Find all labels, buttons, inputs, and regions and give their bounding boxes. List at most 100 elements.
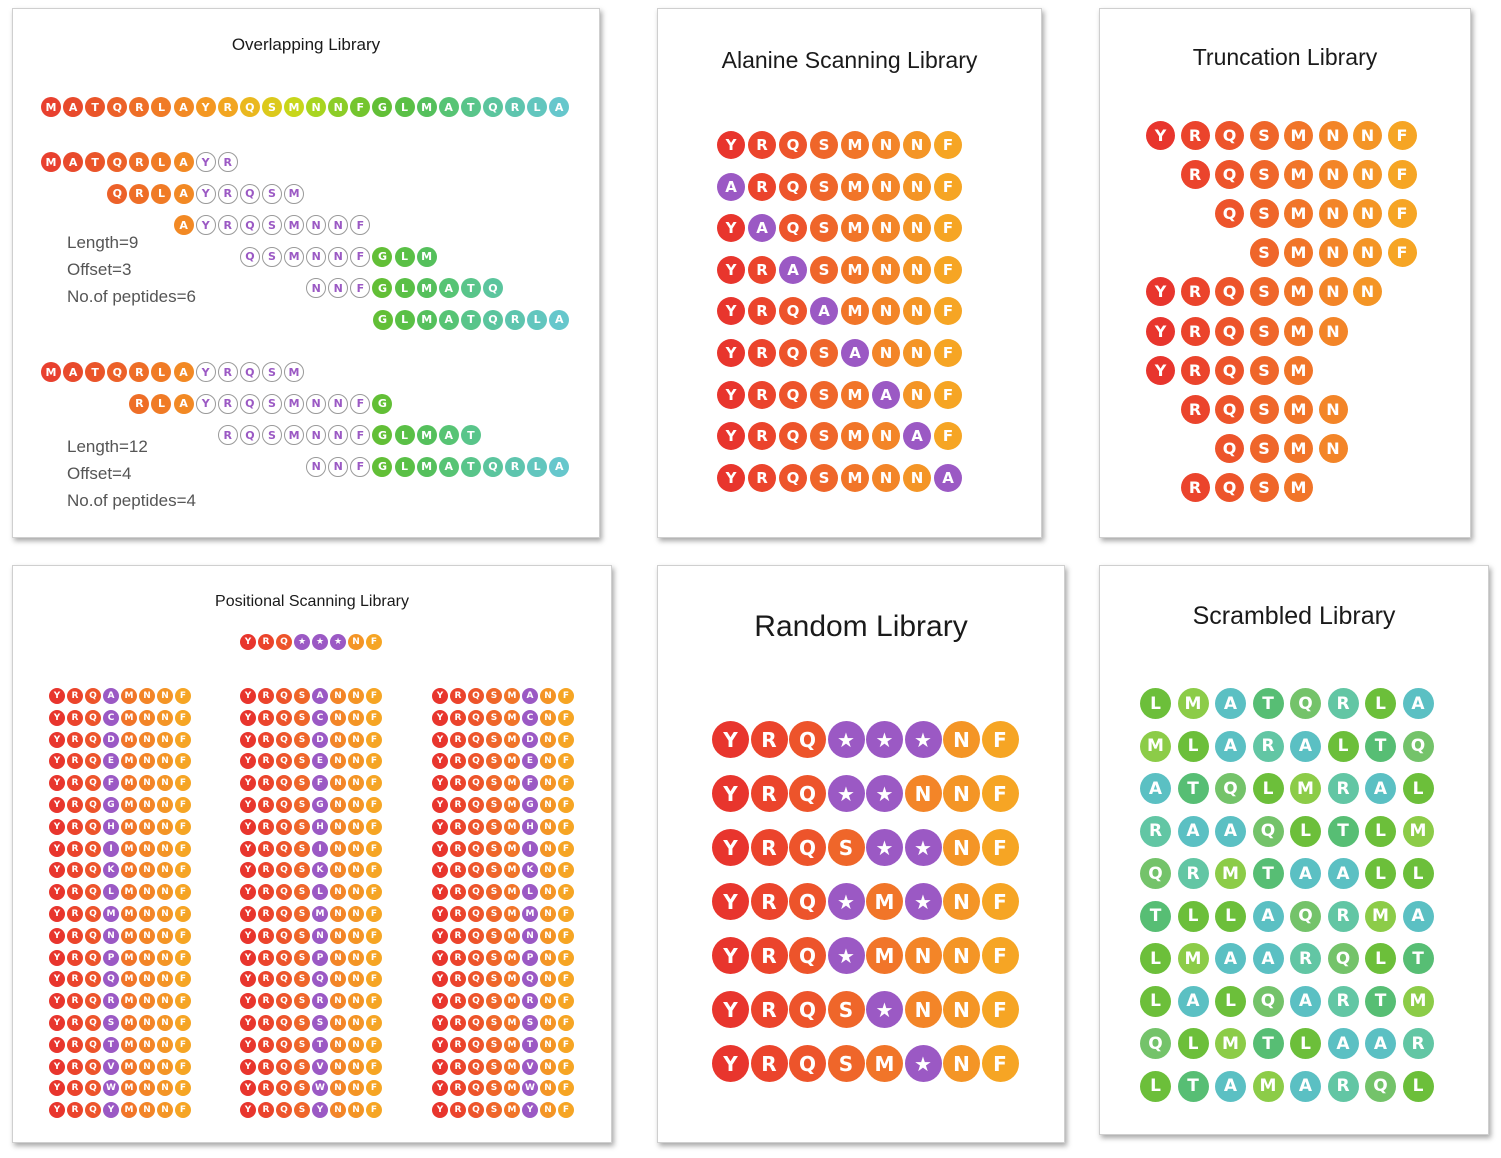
substituted-residue-bead: I bbox=[522, 840, 538, 857]
residue-bead: F bbox=[350, 97, 371, 117]
residue-bead: Y bbox=[432, 862, 448, 879]
residue-bead: Q bbox=[85, 775, 101, 792]
residue-bead: N bbox=[157, 797, 173, 813]
residue-bead: Y bbox=[240, 797, 256, 813]
residue-bead: N bbox=[157, 862, 173, 879]
residue-bead: M bbox=[416, 425, 437, 445]
residue-bead: N bbox=[157, 993, 173, 1010]
residue-bead: A bbox=[1290, 1070, 1321, 1102]
residue-bead: F bbox=[366, 949, 382, 966]
residue-bead: M bbox=[841, 214, 869, 243]
residue-bead: N bbox=[330, 775, 346, 792]
residue-bead: R bbox=[748, 463, 776, 492]
residue-bead: F bbox=[981, 775, 1019, 812]
residue-bead: Y bbox=[240, 1036, 256, 1053]
residue-bead: N bbox=[943, 883, 980, 920]
residue-bead: N bbox=[139, 862, 155, 879]
residue-bead: N bbox=[139, 1058, 155, 1075]
residue-bead: N bbox=[306, 456, 327, 477]
residue-bead: R bbox=[67, 840, 83, 857]
residue-bead: S bbox=[486, 1080, 502, 1097]
residue-bead: Q bbox=[1215, 121, 1244, 150]
residue-bead: R bbox=[750, 991, 788, 1028]
residue-bead: N bbox=[943, 1045, 980, 1082]
residue-bead: Y bbox=[49, 753, 65, 770]
residue-bead: N bbox=[328, 278, 349, 298]
residue-bead: Y bbox=[49, 797, 65, 813]
residue-bead: N bbox=[330, 688, 346, 704]
residue-bead: Q bbox=[276, 927, 292, 944]
residue-bead: R bbox=[1290, 943, 1321, 974]
residue-bead: R bbox=[450, 753, 466, 770]
residue-bead: L bbox=[151, 152, 172, 172]
residue-bead: N bbox=[157, 906, 173, 922]
residue-bead: Q bbox=[239, 97, 260, 117]
residue-bead: Q bbox=[1215, 316, 1244, 346]
residue-bead: N bbox=[540, 1080, 556, 1097]
residue-bead: Y bbox=[240, 753, 256, 770]
residue-bead: Y bbox=[240, 949, 256, 966]
residue-bead: M bbox=[284, 362, 305, 382]
residue-bead: Q bbox=[85, 862, 101, 879]
residue-bead: S bbox=[294, 906, 310, 922]
residue-bead: N bbox=[540, 862, 556, 879]
residue-bead: R bbox=[450, 1080, 466, 1097]
residue-bead: R bbox=[748, 422, 776, 451]
substituted-residue-bead: M bbox=[312, 906, 328, 922]
residue-bead: L bbox=[151, 183, 172, 204]
residue-bead: S bbox=[294, 993, 310, 1010]
residue-bead: F bbox=[366, 1058, 382, 1075]
random-position-bead: ★ bbox=[904, 1045, 942, 1082]
residue-bead: L bbox=[1177, 900, 1209, 932]
residue-bead: F bbox=[558, 753, 574, 770]
residue-bead: Y bbox=[432, 1102, 448, 1119]
residue-bead: R bbox=[1327, 1070, 1359, 1102]
residue-bead: Q bbox=[239, 393, 260, 414]
residue-bead: F bbox=[1387, 121, 1417, 150]
residue-bead: N bbox=[348, 688, 364, 704]
residue-bead: S bbox=[1249, 121, 1279, 150]
residue-bead: Q bbox=[276, 709, 292, 726]
residue-bead: S bbox=[486, 709, 502, 726]
residue-bead: M bbox=[121, 688, 137, 704]
residue-bead: L bbox=[1402, 1070, 1434, 1102]
residue-bead: Y bbox=[49, 1080, 65, 1097]
residue-bead: N bbox=[306, 393, 327, 414]
residue-bead: R bbox=[67, 1080, 83, 1097]
residue-bead: Y bbox=[240, 1015, 256, 1031]
residue-bead: S bbox=[1249, 277, 1279, 307]
residue-bead: R bbox=[450, 775, 466, 792]
residue-bead: A bbox=[1365, 1028, 1396, 1059]
residue-bead: F bbox=[934, 297, 962, 326]
residue-bead: F bbox=[366, 840, 382, 857]
residue-bead: L bbox=[527, 456, 548, 477]
residue-bead: M bbox=[504, 840, 520, 857]
residue-bead: F bbox=[366, 1080, 382, 1097]
residue-bead: M bbox=[121, 818, 137, 835]
residue-bead: Y bbox=[432, 709, 448, 726]
residue-bead: F bbox=[981, 721, 1019, 758]
residue-bead: F bbox=[175, 797, 191, 813]
residue-bead: S bbox=[1249, 199, 1279, 229]
residue-bead: F bbox=[981, 829, 1019, 866]
residue-bead: R bbox=[450, 906, 466, 922]
residue-bead: M bbox=[284, 246, 305, 267]
residue-bead: S bbox=[294, 949, 310, 966]
residue-bead: R bbox=[258, 775, 274, 792]
residue-bead: N bbox=[1318, 394, 1348, 424]
residue-bead: N bbox=[139, 753, 155, 770]
substituted-residue-bead: I bbox=[312, 840, 328, 857]
residue-bead: Q bbox=[1215, 277, 1244, 307]
